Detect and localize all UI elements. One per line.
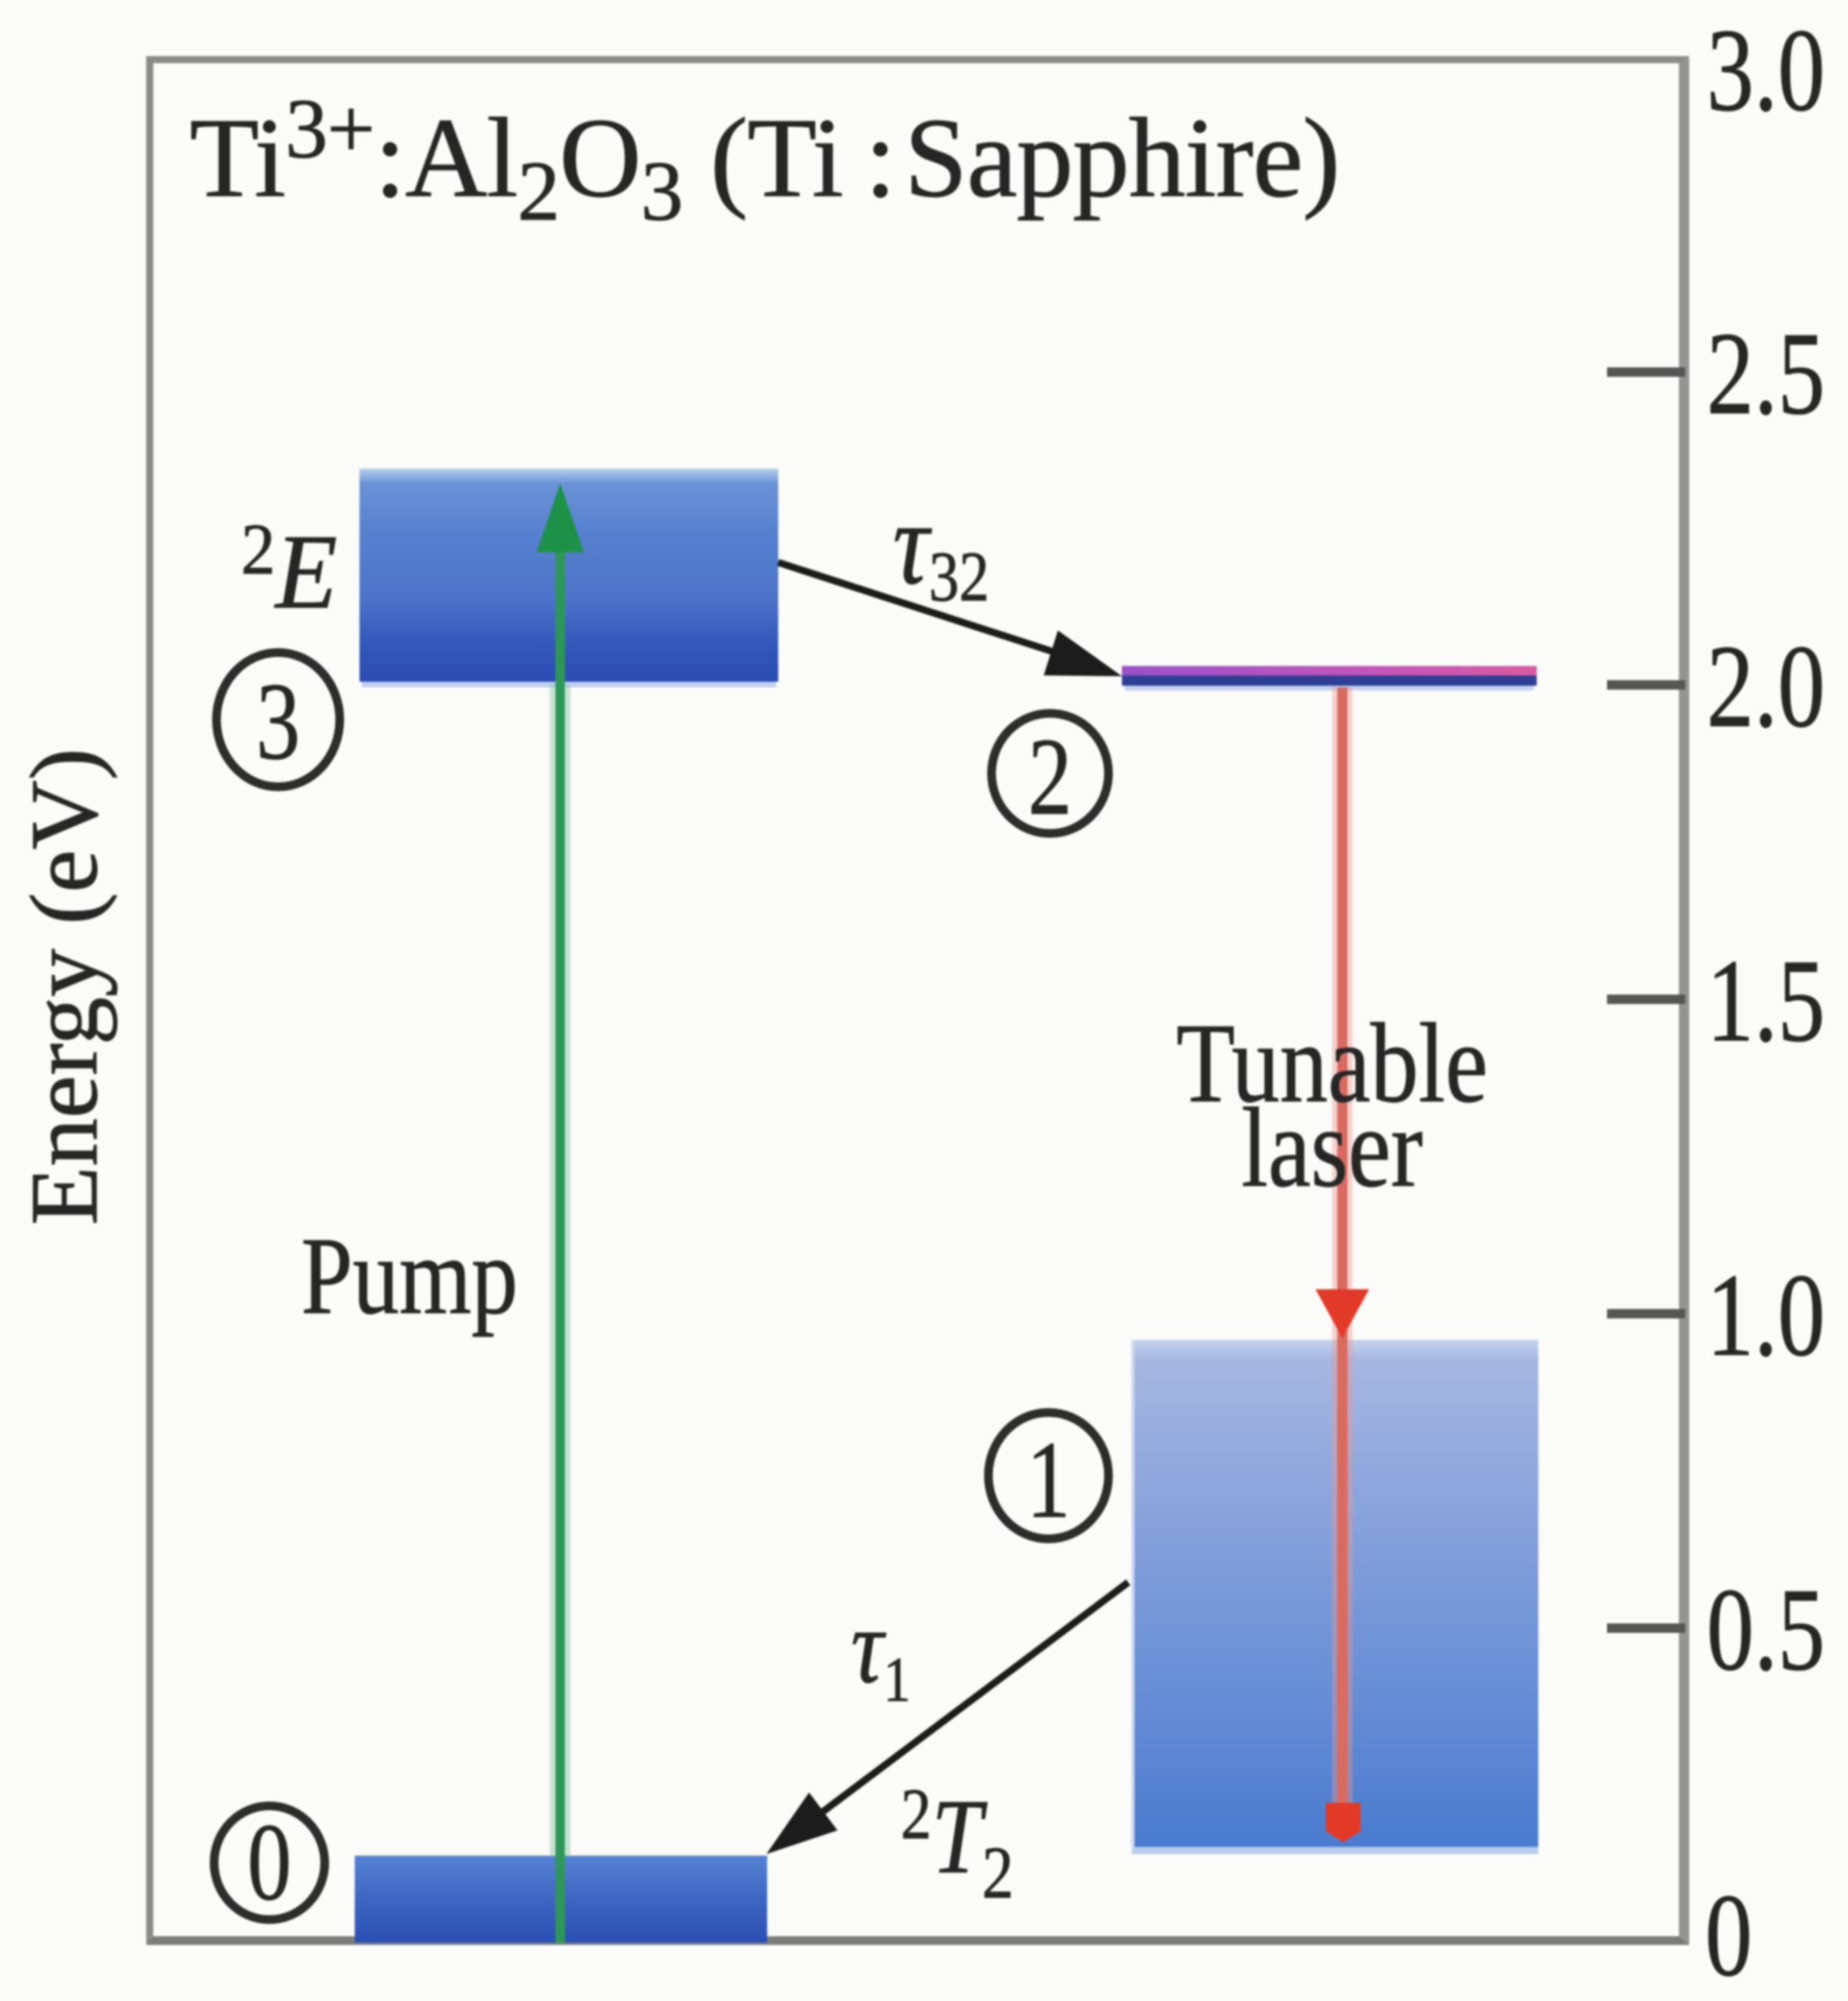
svg-text:0: 0 [247, 1801, 292, 1924]
svg-text:2: 2 [1028, 716, 1072, 838]
svg-text:1: 1 [1026, 1419, 1071, 1541]
svg-text:3: 3 [256, 660, 300, 783]
